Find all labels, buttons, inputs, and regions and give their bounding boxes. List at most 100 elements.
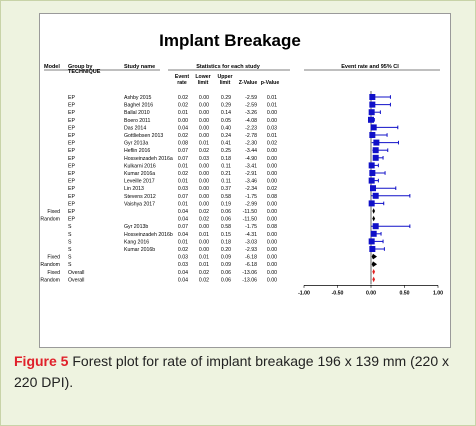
row-study-name: Boero 2011: [124, 118, 151, 124]
figure-caption: Figure 5 Forest plot for rate of implant…: [14, 351, 464, 393]
row-model: Random: [40, 217, 60, 223]
row-p-value: 0.00: [267, 247, 277, 253]
row-group: S: [68, 255, 72, 261]
x-axis-tick-label: -0.50: [332, 290, 344, 296]
row-z-value: -3.03: [245, 239, 257, 245]
overall-diamond: [372, 269, 376, 275]
row-event-rate: 0.01: [178, 110, 188, 116]
row-lower-limit: 0.02: [199, 148, 209, 154]
x-axis-tick-label: 0.00: [366, 290, 376, 296]
row-lower-limit: 0.01: [199, 141, 209, 147]
row-p-value: 0.00: [267, 110, 277, 116]
row-group: EP: [68, 179, 75, 185]
row-study-name: Leveille 2017: [124, 179, 155, 185]
row-upper-limit: 0.20: [221, 247, 231, 253]
point-estimate-square: [372, 154, 379, 161]
row-event-rate: 0.02: [178, 171, 188, 177]
row-study-name: Gottliebsen 2013: [124, 133, 163, 139]
x-axis-tick-label: -1.00: [298, 290, 310, 296]
row-upper-limit: 0.06: [221, 209, 231, 215]
point-estimate-square: [368, 177, 375, 184]
figure-label: Figure 5: [14, 353, 69, 369]
x-axis-tick-label: 1.00: [433, 290, 443, 296]
point-estimate-square: [369, 94, 376, 100]
row-z-value: -2.78: [245, 133, 257, 139]
row-study-name: Gyr 2013a: [124, 141, 148, 147]
row-z-value: -1.75: [245, 224, 257, 230]
row-upper-limit: 0.24: [221, 133, 231, 139]
row-event-rate: 0.04: [178, 209, 188, 215]
row-study-name: Kumar 2016a: [124, 171, 155, 177]
row-event-rate: 0.03: [178, 255, 188, 261]
row-group: EP: [68, 141, 75, 147]
point-estimate-square: [368, 109, 375, 116]
row-event-rate: 0.02: [178, 103, 188, 109]
row-upper-limit: 0.06: [221, 277, 231, 283]
header-group-by: Group by: [68, 64, 93, 70]
row-group: EP: [68, 156, 75, 162]
row-model: Fixed: [47, 255, 60, 261]
row-event-rate: 0.01: [178, 201, 188, 207]
row-event-rate: 0.02: [178, 133, 188, 139]
header-upper-limit: Upper: [218, 74, 233, 80]
row-group: EP: [68, 163, 75, 169]
row-event-rate: 0.07: [178, 194, 188, 200]
row-p-value: 0.00: [267, 179, 277, 185]
point-estimate-square: [368, 238, 375, 245]
row-upper-limit: 0.06: [221, 270, 231, 276]
row-upper-limit: 0.19: [221, 201, 231, 207]
row-study-name: Heflin 2016: [124, 148, 150, 154]
row-upper-limit: 0.09: [221, 262, 231, 268]
row-lower-limit: 0.02: [199, 209, 209, 215]
row-upper-limit: 0.14: [221, 110, 231, 116]
overall-diamond: [372, 276, 376, 283]
row-lower-limit: 0.00: [199, 103, 209, 109]
point-estimate-square: [369, 101, 376, 108]
row-z-value: -2.91: [245, 171, 257, 177]
row-event-rate: 0.04: [178, 277, 188, 283]
row-event-rate: 0.01: [178, 239, 188, 245]
row-study-name: Das 2014: [124, 125, 146, 131]
row-upper-limit: 0.25: [221, 148, 231, 154]
row-z-value: -6.18: [245, 262, 257, 268]
row-group: EP: [68, 118, 75, 124]
row-event-rate: 0.04: [178, 125, 188, 131]
point-estimate-square: [372, 223, 379, 230]
row-p-value: 0.00: [267, 118, 277, 124]
row-lower-limit: 0.00: [199, 224, 209, 230]
row-p-value: 0.01: [267, 103, 277, 109]
row-study-name: Hosseinzadeh 2016a: [124, 156, 173, 162]
point-estimate-square: [372, 147, 379, 154]
row-event-rate: 0.02: [178, 247, 188, 253]
row-group: S: [68, 239, 72, 245]
row-p-value: 0.00: [267, 209, 277, 215]
row-model: Random: [40, 262, 60, 268]
header-study-name: Study name: [124, 64, 155, 70]
row-z-value: -11.50: [243, 217, 257, 223]
row-z-value: -13.06: [242, 270, 257, 276]
row-p-value: 0.00: [267, 163, 277, 169]
row-group: EP: [68, 209, 75, 215]
row-lower-limit: 0.02: [199, 217, 209, 223]
row-study-name: Hosseinzadeh 2016b: [124, 232, 173, 238]
row-group: S: [68, 247, 72, 253]
row-upper-limit: 0.11: [221, 163, 231, 169]
row-z-value: -11.50: [243, 209, 257, 215]
row-event-rate: 0.03: [178, 186, 188, 192]
row-event-rate: 0.03: [178, 262, 188, 268]
row-z-value: -2.59: [245, 103, 257, 109]
point-estimate-square: [372, 192, 379, 199]
row-model: Fixed: [47, 270, 60, 276]
pooled-diamond: [371, 253, 378, 260]
row-lower-limit: 0.02: [199, 277, 209, 283]
row-p-value: 0.01: [267, 95, 277, 101]
header-z-value: Z-Value: [239, 80, 258, 86]
row-group: EP: [68, 186, 75, 192]
row-lower-limit: 0.00: [199, 118, 209, 124]
row-p-value: 0.00: [267, 232, 277, 238]
row-z-value: -3.46: [245, 179, 257, 185]
row-p-value: 0.00: [267, 239, 277, 245]
row-z-value: -13.06: [242, 277, 257, 283]
point-estimate-square: [368, 200, 375, 207]
